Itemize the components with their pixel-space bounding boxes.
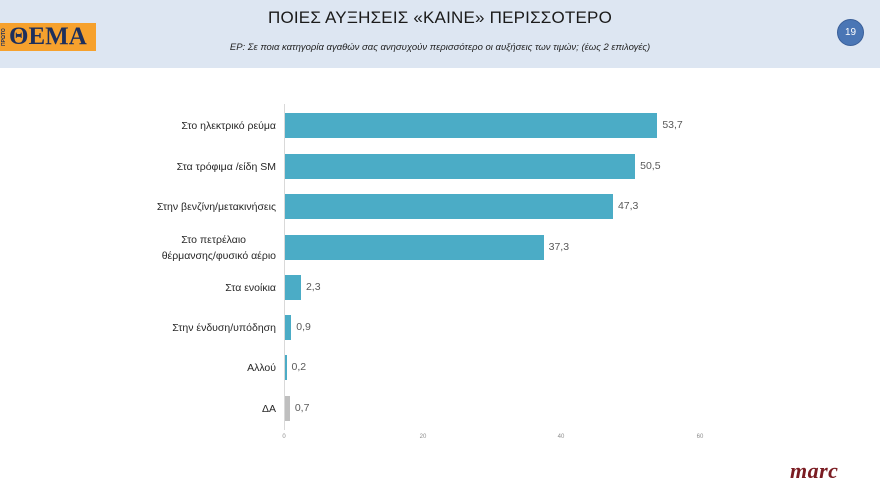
chart-row: Στα ενοίκια 2,3 xyxy=(0,275,880,300)
bar xyxy=(285,194,613,219)
bar-value-label: 0,2 xyxy=(291,361,307,373)
bar xyxy=(285,396,290,421)
marc-logo: marc xyxy=(790,458,839,483)
chart-row: Στην βενζίνη/μετακινήσεις 47,3 xyxy=(0,194,880,219)
x-tick-label: 40 xyxy=(557,434,565,440)
chart-row: Στο πετρέλαιο θέρμανσης/φυσικό αέριο 37,… xyxy=(0,234,880,262)
category-label: Αλλού xyxy=(247,361,276,374)
bar-value-label: 37,3 xyxy=(548,241,570,253)
bar xyxy=(285,275,301,300)
page-number-badge: 19 xyxy=(837,19,864,46)
category-label: Στην ένδυση/υπόδηση xyxy=(172,321,276,334)
category-label: ΔΑ xyxy=(261,402,276,415)
x-tick-label: 20 xyxy=(419,434,427,440)
bar-value-label: 0,7 xyxy=(294,402,310,414)
chart-row: Στην ένδυση/υπόδηση 0,9 xyxy=(0,315,880,340)
bar-value-label: 53,7 xyxy=(662,119,683,131)
bar-value-label: 0,9 xyxy=(296,321,311,333)
category-axis-line xyxy=(284,104,285,430)
category-label-line1: Στο πετρέλαιο xyxy=(181,233,246,246)
category-label: Στα ενοίκια xyxy=(225,281,276,294)
bar-value-label: 2,3 xyxy=(305,281,321,293)
bar xyxy=(285,113,658,138)
bar xyxy=(285,355,287,380)
category-label: Στα τρόφιμα /είδη SM xyxy=(176,160,276,173)
logo-main-text: ΘΕΜΑ xyxy=(9,23,87,50)
category-label-line2: θέρμανσης/φυσικό αέριο xyxy=(161,249,276,262)
chart-row: Αλλού 0,2 xyxy=(0,355,880,380)
bar xyxy=(285,154,636,179)
x-tick-label: 60 xyxy=(696,434,704,440)
x-tick-label: 0 xyxy=(282,434,286,440)
slide-header: ΠΡΩΤΟ ΘΕΜΑ ΠΟΙΕΣ ΑΥΞΗΣΕΙΣ «ΚΑΙΝΕ» ΠΕΡΙΣΣ… xyxy=(0,0,880,68)
chart-row: Στα τρόφιμα /είδη SM 50,5 xyxy=(0,154,880,179)
bar xyxy=(285,315,292,340)
chart-row: Στο ηλεκτρικό ρεύμα 53,7 xyxy=(0,113,880,138)
bar xyxy=(285,235,544,260)
chart-title: ΠΟΙΕΣ ΑΥΞΗΣΕΙΣ «ΚΑΙΝΕ» ΠΕΡΙΣΣΟΤΕΡΟ xyxy=(267,8,613,27)
category-label: Στο ηλεκτρικό ρεύμα xyxy=(181,119,276,132)
category-label: Στην βενζίνη/μετακινήσεις xyxy=(156,200,276,213)
chart-row: ΔΑ 0,7 xyxy=(0,396,880,421)
category-label: Στο πετρέλαιο θέρμανσης/φυσικό αέριο xyxy=(76,229,276,266)
bar-value-label: 50,5 xyxy=(640,160,661,172)
proto-thema-logo: ΠΡΩΤΟ ΘΕΜΑ xyxy=(0,23,96,51)
chart-subtitle: ΕΡ: Σε ποια κατηγορία αγαθών σας ανησυχο… xyxy=(229,42,651,53)
bar-value-label: 47,3 xyxy=(617,200,639,212)
